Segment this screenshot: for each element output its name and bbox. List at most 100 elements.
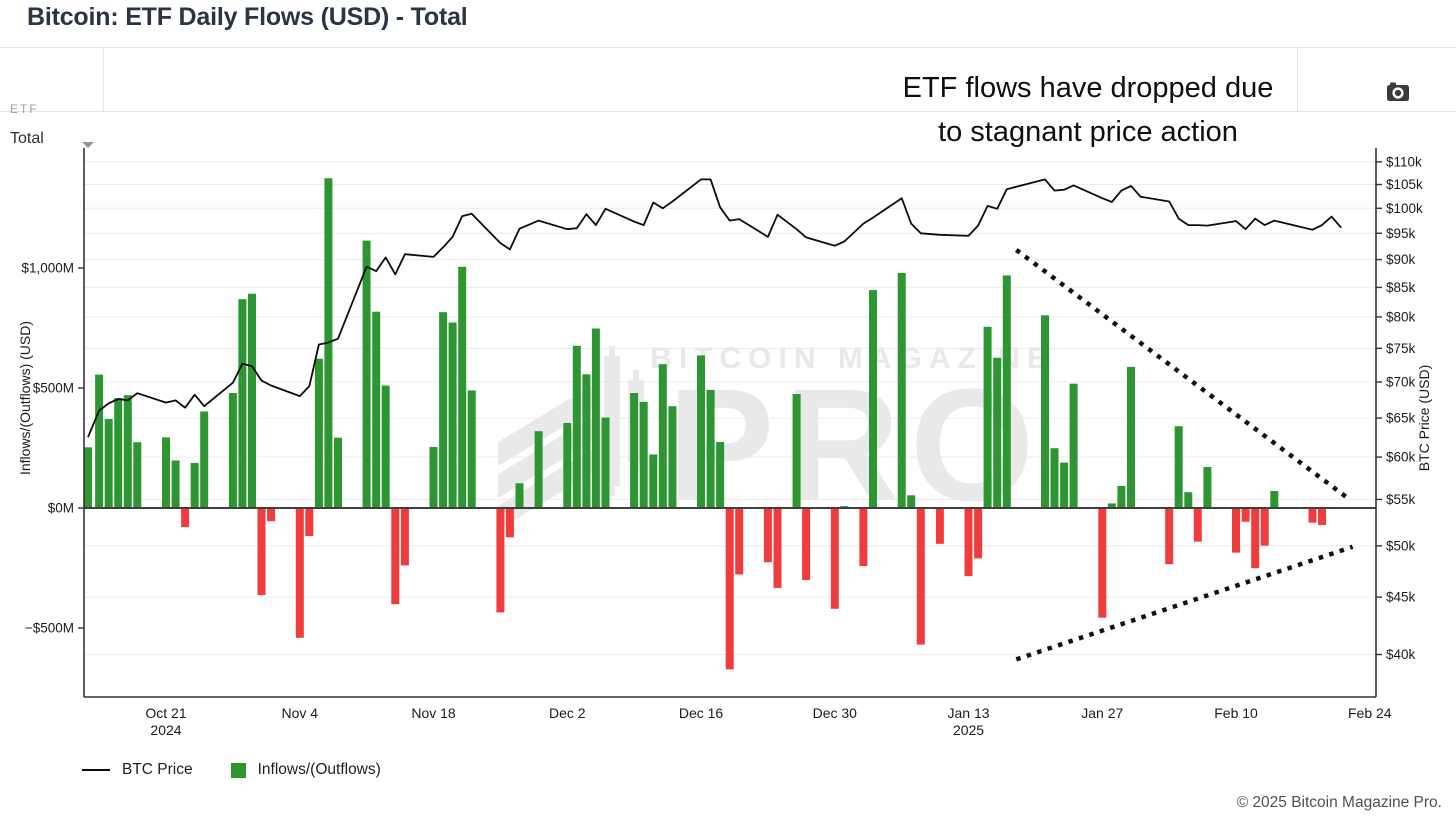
flow-bar[interactable] <box>582 374 591 508</box>
flow-bar[interactable] <box>572 345 581 508</box>
flow-bar[interactable] <box>773 508 782 588</box>
flow-bar[interactable] <box>505 508 514 538</box>
screenshot-button[interactable] <box>1378 74 1418 110</box>
flow-bar[interactable] <box>439 312 448 508</box>
flow-bar[interactable] <box>391 508 400 605</box>
flow-bar[interactable] <box>668 406 677 508</box>
flow-bar[interactable] <box>123 395 132 508</box>
flow-bar[interactable] <box>591 328 600 509</box>
x-axis-tick: Feb 10 <box>1214 705 1258 721</box>
flow-bar[interactable] <box>869 290 877 508</box>
flow-bar[interactable] <box>1069 383 1078 508</box>
flow-bar[interactable] <box>429 447 438 508</box>
flow-bar[interactable] <box>515 483 524 508</box>
flow-bar[interactable] <box>983 326 992 508</box>
flow-bar[interactable] <box>1165 508 1174 565</box>
flow-bar[interactable] <box>114 398 123 508</box>
flow-bar[interactable] <box>534 431 543 508</box>
flow-bar[interactable] <box>935 508 944 544</box>
flow-bar[interactable] <box>1041 315 1049 508</box>
flow-bar[interactable] <box>907 495 916 508</box>
flow-bar[interactable] <box>372 311 381 508</box>
x-axis-tick: Dec 2 <box>549 705 586 721</box>
flow-bar[interactable] <box>964 508 973 577</box>
flow-bar[interactable] <box>763 508 772 563</box>
flow-bar[interactable] <box>314 358 323 508</box>
y-axis-tick-right: $60k <box>1386 450 1416 465</box>
flow-bar[interactable] <box>1174 426 1183 508</box>
flow-bar[interactable] <box>1193 508 1202 542</box>
btc-price-line[interactable] <box>87 178 1342 438</box>
flow-bar[interactable] <box>1098 508 1107 618</box>
flow-bar[interactable] <box>1203 467 1212 508</box>
flow-bar[interactable] <box>84 447 92 508</box>
y-axis-tick-left: $0M <box>48 501 74 516</box>
etf-select[interactable]: ETF Total <box>0 47 103 148</box>
flow-bar[interactable] <box>1050 448 1059 508</box>
flow-bar[interactable] <box>305 508 314 537</box>
flow-bar[interactable] <box>171 460 180 509</box>
flow-bar[interactable] <box>1318 508 1326 525</box>
flow-bar[interactable] <box>458 266 467 508</box>
flow-bar[interactable] <box>1117 485 1126 508</box>
flow-bar[interactable] <box>1107 503 1116 508</box>
flow-bar[interactable] <box>1241 508 1250 522</box>
flow-bar[interactable] <box>95 374 104 508</box>
flow-bar[interactable] <box>1002 275 1011 508</box>
flow-bar[interactable] <box>1127 366 1135 508</box>
flow-bar[interactable] <box>467 390 476 508</box>
flow-bar[interactable] <box>362 240 371 508</box>
flow-bar[interactable] <box>334 437 342 508</box>
flow-bar[interactable] <box>181 508 190 527</box>
flow-bar[interactable] <box>649 454 658 509</box>
flow-bar[interactable] <box>1232 508 1240 553</box>
legend-item-inflows[interactable]: Inflows/(Outflows) <box>230 761 381 779</box>
flow-bar[interactable] <box>601 417 610 509</box>
flow-bar[interactable] <box>1060 462 1069 508</box>
y-axis-tick-right: $110k <box>1386 154 1422 169</box>
flow-bar[interactable] <box>792 394 801 508</box>
flow-bar[interactable] <box>295 508 304 638</box>
page-title: Bitcoin: ETF Daily Flows (USD) - Total <box>27 3 468 31</box>
flow-bar[interactable] <box>630 393 639 508</box>
flow-bar[interactable] <box>563 423 572 508</box>
legend-item-btc-price[interactable]: BTC Price <box>82 761 193 779</box>
flow-bar[interactable] <box>897 273 906 508</box>
flow-bar[interactable] <box>830 508 839 609</box>
flow-bar[interactable] <box>658 364 667 508</box>
flow-bar[interactable] <box>802 508 811 580</box>
flow-bar[interactable] <box>1308 508 1317 523</box>
annotation-line-1: ETF flows have dropped due <box>902 72 1274 104</box>
flow-bar[interactable] <box>916 508 925 645</box>
y-axis-tick-right: $70k <box>1386 374 1416 389</box>
flow-bar[interactable] <box>706 389 715 508</box>
flow-bar[interactable] <box>697 355 705 508</box>
flow-bar[interactable] <box>725 508 734 670</box>
y-axis-tick-left: $500M <box>33 381 74 396</box>
flow-bar[interactable] <box>1260 508 1269 546</box>
flow-bar[interactable] <box>639 401 648 508</box>
flow-bar[interactable] <box>190 462 199 508</box>
flow-bar[interactable] <box>716 442 725 508</box>
flow-bar[interactable] <box>496 508 505 613</box>
flow-bar[interactable] <box>859 508 868 567</box>
flow-bar[interactable] <box>267 508 276 522</box>
flow-bar[interactable] <box>448 322 457 509</box>
flow-bar[interactable] <box>1270 491 1279 508</box>
flow-bar[interactable] <box>162 437 170 508</box>
flow-bar[interactable] <box>133 442 142 508</box>
flow-bar[interactable] <box>993 357 1002 508</box>
flow-bar[interactable] <box>248 293 256 508</box>
flow-bar[interactable] <box>1184 492 1193 508</box>
flow-bar[interactable] <box>257 508 266 596</box>
flow-bar[interactable] <box>735 508 744 575</box>
flow-bar[interactable] <box>1251 508 1260 569</box>
flow-bar[interactable] <box>228 393 237 508</box>
flow-bar[interactable] <box>381 385 390 508</box>
flow-bar[interactable] <box>400 508 409 566</box>
flow-bar[interactable] <box>200 411 209 509</box>
flow-bar[interactable] <box>238 299 247 508</box>
flow-bar[interactable] <box>104 419 113 508</box>
flow-bar[interactable] <box>974 508 983 559</box>
